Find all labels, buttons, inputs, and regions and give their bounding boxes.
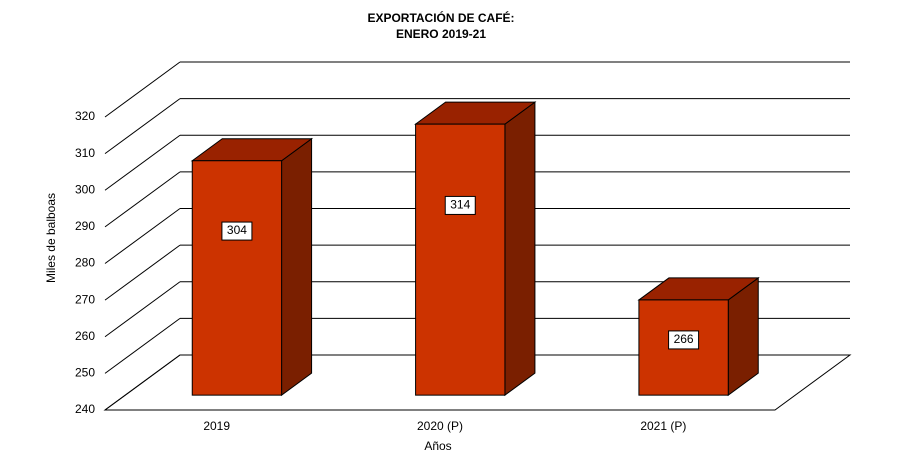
bar xyxy=(190,137,314,397)
y-tick-label: 310 xyxy=(75,146,95,160)
bar xyxy=(414,101,537,397)
y-tick-label: 240 xyxy=(75,402,95,416)
bar-side xyxy=(504,101,536,397)
bar-front xyxy=(415,123,506,396)
y-tick-label: 300 xyxy=(75,182,95,196)
y-axis-label: Miles de balboas xyxy=(44,193,58,283)
grid-line xyxy=(104,317,181,374)
grid-line xyxy=(104,244,181,301)
y-tick-label: 260 xyxy=(75,329,95,343)
x-tick-label: 2020 (P) xyxy=(417,419,463,433)
y-tick-label: 250 xyxy=(75,366,95,380)
y-tick-label: 290 xyxy=(75,219,95,233)
y-tick-label: 320 xyxy=(75,109,95,123)
value-label-box xyxy=(668,330,700,350)
y-tick-label: 280 xyxy=(75,256,95,270)
grid-line xyxy=(104,171,181,228)
y-tick-label: 270 xyxy=(75,292,95,306)
x-tick-label: 2019 xyxy=(203,419,230,433)
value-label: 304 xyxy=(227,223,247,237)
value-label: 314 xyxy=(450,198,470,212)
grid-line xyxy=(104,281,181,338)
grid-line xyxy=(104,61,181,118)
value-label: 266 xyxy=(674,332,694,346)
value-label-box xyxy=(221,221,253,241)
x-axis-label: Años xyxy=(424,439,451,453)
grid-line xyxy=(104,208,181,264)
bar xyxy=(637,276,760,397)
value-label-box xyxy=(444,195,476,215)
chart-title: EXPORTACIÓN DE CAFÉ: xyxy=(367,10,514,25)
bar-side xyxy=(281,137,313,397)
bar-front xyxy=(191,160,283,396)
chart-subtitle: ENERO 2019-21 xyxy=(396,27,486,41)
grid-line xyxy=(104,354,181,411)
x-tick-label: 2021 (P) xyxy=(640,419,686,433)
grid-line xyxy=(104,98,181,155)
grid-line xyxy=(104,134,181,191)
